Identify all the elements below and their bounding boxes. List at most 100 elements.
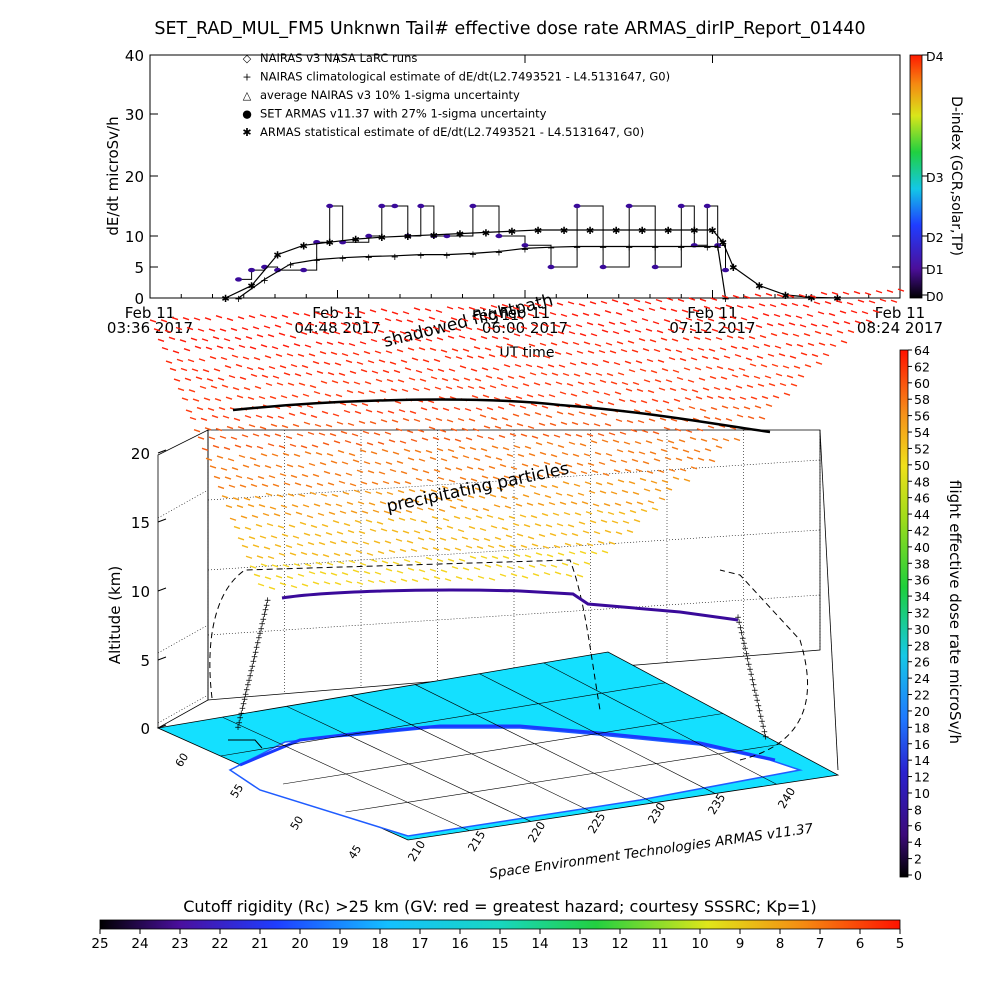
particle-mark — [255, 414, 263, 419]
z-tick-mark — [157, 518, 167, 523]
particle-mark — [221, 495, 229, 499]
particle-mark — [485, 486, 493, 490]
particle-mark — [392, 561, 400, 565]
particle-mark — [615, 418, 623, 423]
particle-mark — [487, 436, 495, 441]
particle-mark — [237, 537, 245, 541]
particle-mark — [586, 542, 594, 547]
particle-mark — [733, 327, 741, 332]
particle-mark — [638, 337, 646, 342]
particle-mark — [565, 352, 573, 356]
particle-mark — [825, 332, 833, 337]
particle-mark — [475, 407, 483, 411]
particle-mark — [505, 316, 513, 320]
particle-mark — [194, 345, 202, 350]
particle-mark — [535, 332, 543, 337]
particle-mark — [555, 381, 563, 385]
particle-mark — [564, 323, 572, 328]
particle-mark — [355, 442, 363, 447]
particle-mark — [160, 319, 168, 323]
rigidity-tick-label: 11 — [651, 936, 668, 952]
particle-mark — [256, 445, 264, 450]
particle-mark — [669, 387, 677, 392]
particle-mark — [253, 357, 261, 361]
particle-mark — [300, 551, 308, 556]
particle-mark — [201, 338, 209, 342]
particle-mark — [675, 457, 683, 461]
particle-mark — [286, 464, 294, 468]
particle-mark — [483, 425, 491, 429]
particle-mark — [274, 324, 282, 328]
particle-mark — [267, 443, 275, 447]
particle-mark — [344, 439, 352, 444]
particle-mark — [323, 581, 331, 585]
particle-mark — [469, 555, 477, 559]
particle-mark — [410, 329, 418, 333]
particle-mark — [327, 372, 335, 376]
particle-mark — [621, 381, 629, 386]
particle-mark — [579, 333, 587, 337]
particle-mark — [417, 318, 425, 322]
particle-mark — [176, 358, 184, 363]
particle-mark — [711, 437, 719, 442]
particle-mark — [720, 376, 728, 380]
particle-mark — [254, 495, 262, 500]
particle-mark — [299, 411, 307, 416]
particle-mark — [238, 344, 246, 349]
particle-mark — [423, 497, 431, 501]
particle-mark — [413, 530, 421, 534]
particle-mark — [395, 538, 403, 542]
particle-mark — [695, 396, 703, 400]
particle-mark — [188, 389, 196, 393]
particle-mark — [677, 407, 685, 411]
particle-mark — [270, 423, 278, 427]
particle-mark — [268, 365, 276, 370]
z-tick-label: 10 — [131, 583, 150, 601]
particle-mark — [558, 364, 566, 368]
particle-mark — [172, 350, 180, 354]
particle-mark — [618, 398, 626, 403]
particle-mark — [340, 322, 348, 326]
particle-mark — [424, 529, 432, 533]
particle-mark — [653, 458, 661, 462]
nairas-point: + — [391, 252, 399, 263]
particle-mark — [764, 375, 772, 379]
particle-mark — [694, 367, 702, 371]
particle-mark — [347, 529, 355, 534]
particle-mark — [345, 580, 353, 584]
rigidity-tick-label: 8 — [776, 936, 785, 952]
flight-point-descent: + — [758, 717, 766, 727]
particle-mark — [599, 379, 607, 383]
particle-mark — [530, 515, 538, 519]
particle-mark — [549, 311, 557, 316]
particle-mark — [278, 332, 286, 336]
ground-grid-lat — [345, 743, 781, 813]
particle-mark — [600, 412, 608, 416]
particle-mark — [271, 453, 279, 457]
particle-mark — [278, 552, 286, 557]
particle-mark — [743, 406, 751, 410]
particle-mark — [193, 317, 201, 321]
particle-mark — [578, 411, 586, 415]
particle-mark — [606, 482, 614, 486]
particle-mark — [776, 293, 784, 298]
x-tick-time: 03:36 2017 — [107, 319, 193, 337]
particle-mark — [534, 411, 542, 416]
particle-mark — [394, 400, 402, 405]
particle-mark — [545, 414, 553, 418]
particle-mark — [439, 319, 447, 324]
particle-mark — [521, 575, 529, 579]
particle-mark — [625, 501, 633, 505]
particle-mark — [610, 381, 618, 385]
particle-mark — [402, 311, 410, 315]
particle-mark — [409, 410, 417, 414]
nairas-point: + — [286, 260, 294, 271]
particle-mark — [500, 383, 508, 388]
particle-mark — [541, 405, 549, 409]
grid-3d — [157, 430, 821, 724]
nairas-point: + — [365, 252, 373, 263]
particle-mark — [629, 509, 637, 514]
particle-mark — [579, 443, 587, 447]
particle-mark — [214, 397, 222, 402]
particle-mark — [206, 378, 214, 382]
